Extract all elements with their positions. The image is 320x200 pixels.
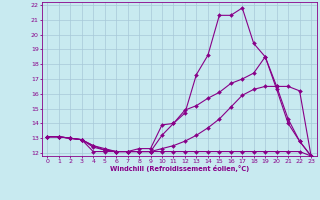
X-axis label: Windchill (Refroidissement éolien,°C): Windchill (Refroidissement éolien,°C) <box>109 165 249 172</box>
